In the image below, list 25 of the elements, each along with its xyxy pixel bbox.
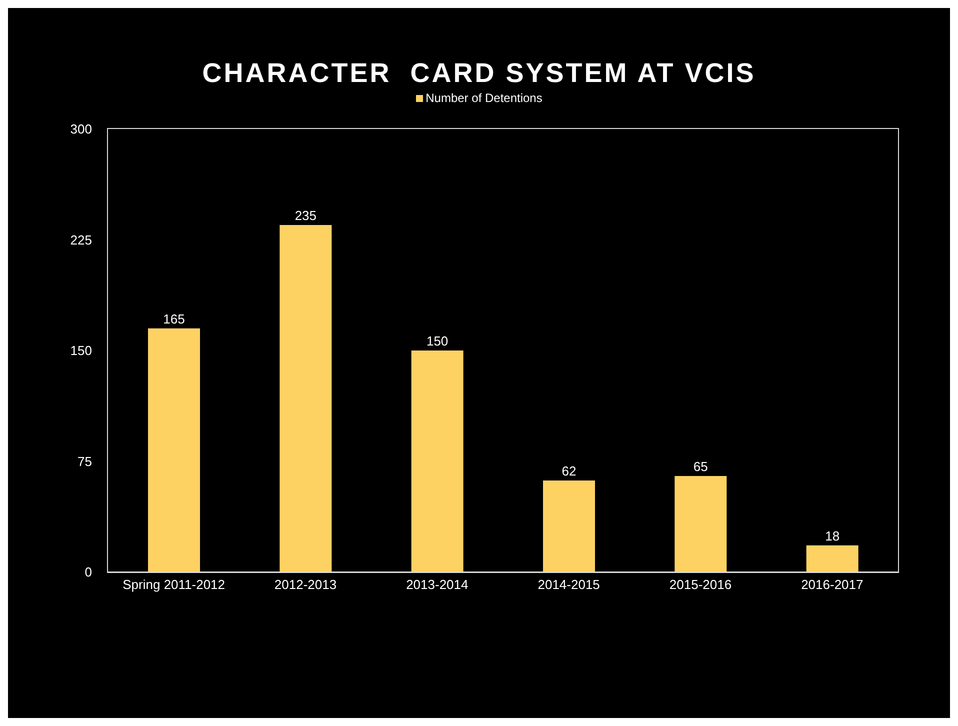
x-tick-label: 2012-2013 <box>274 577 337 592</box>
chart-title: CHARACTER CARD SYSTEM AT VCIS <box>201 57 757 89</box>
y-tick-label: 75 <box>78 454 92 469</box>
data-label: 165 <box>163 311 185 326</box>
data-label: 62 <box>562 463 576 478</box>
bar <box>674 476 727 572</box>
y-tick-label: 225 <box>70 232 92 248</box>
bar <box>280 224 332 572</box>
data-label: 18 <box>825 528 840 544</box>
y-tick-label: 150 <box>70 343 92 358</box>
x-tick-label: 2014-2015 <box>538 577 600 592</box>
bar <box>806 545 858 572</box>
data-label: 235 <box>294 208 317 223</box>
x-tick-label: 2016-2017 <box>801 577 864 592</box>
y-tick-label: 300 <box>70 122 92 137</box>
x-tick-label: 2013-2014 <box>406 577 468 592</box>
bar <box>148 328 200 572</box>
data-label: 65 <box>693 459 708 474</box>
bar <box>411 350 464 572</box>
bar <box>543 480 595 572</box>
legend-label: Number of Detentions <box>426 91 542 105</box>
x-tick-label: 2015-2016 <box>669 577 732 592</box>
y-tick-label: 0 <box>84 564 92 580</box>
data-label: 150 <box>426 334 448 348</box>
x-tick-label: Spring 2011-2012 <box>122 577 226 592</box>
